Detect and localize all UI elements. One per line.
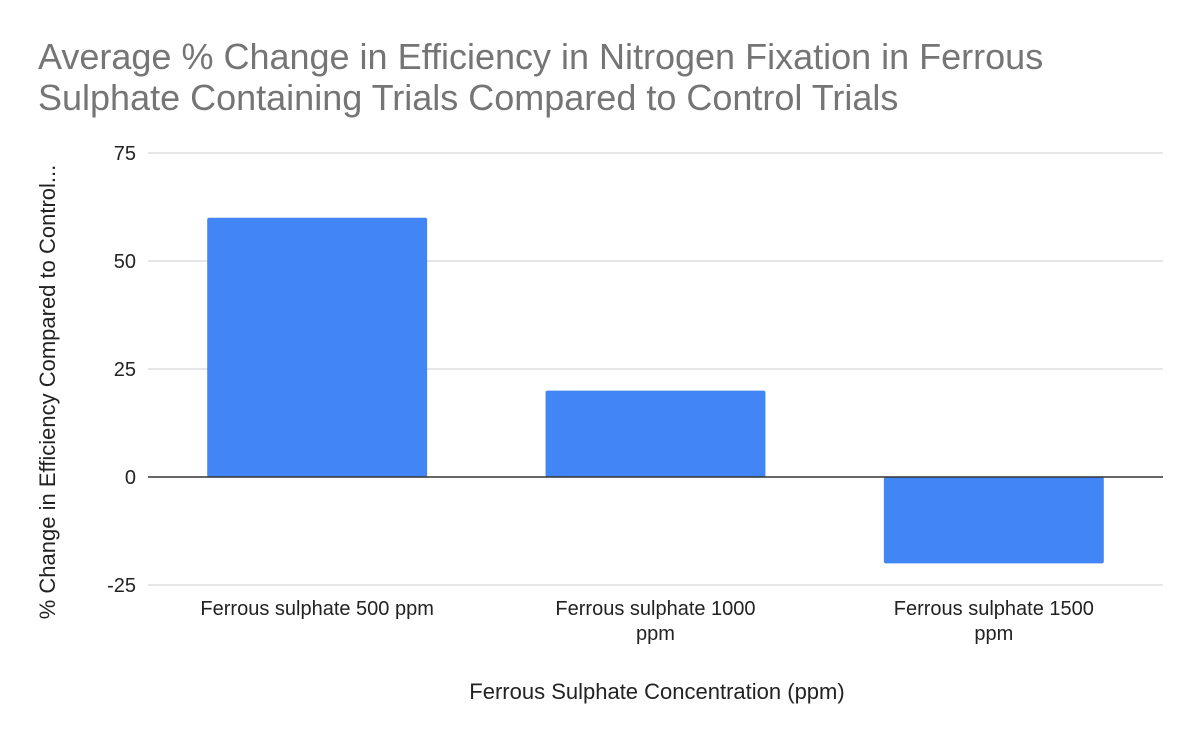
y-axis-title: % Change in Efficiency Compared to Contr… bbox=[35, 165, 60, 620]
y-tick-label: 25 bbox=[114, 359, 136, 381]
bar bbox=[207, 217, 428, 478]
chart-title-line-2: Sulphate Containing Trials Compared to C… bbox=[38, 77, 899, 118]
x-axis-ticks: Ferrous sulphate 500 ppm Ferrous sulphate… bbox=[200, 598, 1093, 645]
x-tick-label: Ferrous sulphate 1000 ppm bbox=[555, 598, 755, 645]
y-tick-label: 0 bbox=[125, 467, 136, 489]
gridlines bbox=[148, 152, 1163, 586]
y-tick-label: 75 bbox=[114, 143, 136, 165]
bars bbox=[207, 217, 1104, 564]
chart-title-line-1: Average % Change in Efficiency in Nitrog… bbox=[38, 36, 1044, 77]
x-axis-title: Ferrous Sulphate Concentration (ppm) bbox=[469, 679, 844, 704]
bar bbox=[883, 477, 1104, 564]
y-tick-label: -25 bbox=[107, 575, 136, 597]
y-axis-ticks: 75 50 25 0 -25 bbox=[107, 143, 136, 597]
bar bbox=[545, 390, 766, 477]
x-tick-label: Ferrous sulphate 500 ppm bbox=[200, 598, 433, 620]
y-tick-label: 50 bbox=[114, 251, 136, 273]
x-tick-label: Ferrous sulphate 1500 ppm bbox=[894, 598, 1094, 645]
